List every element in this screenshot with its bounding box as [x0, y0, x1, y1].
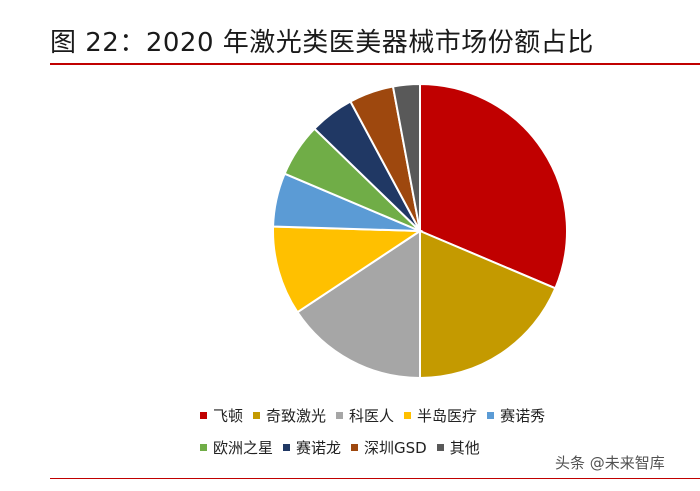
legend-swatch	[200, 411, 207, 419]
pie-slice-3	[272, 225, 424, 314]
legend-label: 赛诺龙	[296, 438, 342, 457]
legend-item: 其他	[436, 437, 480, 458]
legend-swatch	[436, 443, 444, 451]
legend-swatch	[336, 411, 344, 419]
legend-item: 赛诺龙	[283, 437, 341, 458]
legend-item: 奇致激光	[253, 405, 326, 426]
pie-slice-2	[296, 229, 421, 380]
legend-item: 科医人	[336, 405, 394, 426]
legend-swatch	[351, 443, 359, 451]
legend-label: 欧洲之星	[213, 438, 274, 457]
pie-slice-8	[391, 82, 421, 232]
legend-swatch	[487, 411, 495, 419]
chart-legend: 飞顿 奇致激光 科医人 半岛医疗 赛诺秀欧洲之星 赛诺龙 深圳GSD 其他	[200, 402, 680, 466]
pie-chart	[272, 82, 568, 380]
legend-swatch	[404, 411, 412, 419]
legend-item: 欧洲之星	[200, 437, 273, 458]
pie-slice-1	[419, 229, 557, 380]
legend-item: 赛诺秀	[487, 405, 545, 426]
bottom-divider	[50, 478, 700, 479]
legend-label: 深圳GSD	[364, 438, 427, 457]
title-divider	[50, 63, 700, 65]
legend-row: 飞顿 奇致激光 科医人 半岛医疗 赛诺秀	[200, 402, 680, 428]
legend-label: 科医人	[349, 406, 395, 425]
legend-item: 半岛医疗	[404, 405, 477, 426]
legend-item: 飞顿	[200, 405, 243, 426]
legend-row: 欧洲之星 赛诺龙 深圳GSD 其他	[200, 434, 680, 460]
legend-swatch	[283, 443, 291, 451]
pie-slice-0	[419, 82, 568, 290]
legend-swatch	[200, 443, 207, 451]
legend-label: 赛诺秀	[500, 406, 546, 425]
legend-label: 飞顿	[213, 406, 244, 425]
legend-item: 深圳GSD	[351, 437, 427, 458]
figure-title: 图 22：2020 年激光类医美器械市场份额占比	[50, 28, 594, 58]
legend-label: 半岛医疗	[417, 406, 478, 425]
legend-label: 奇致激光	[266, 406, 327, 425]
watermark: 头条 @未来智库	[555, 454, 665, 472]
legend-label: 其他	[449, 438, 480, 457]
legend-swatch	[253, 411, 261, 419]
